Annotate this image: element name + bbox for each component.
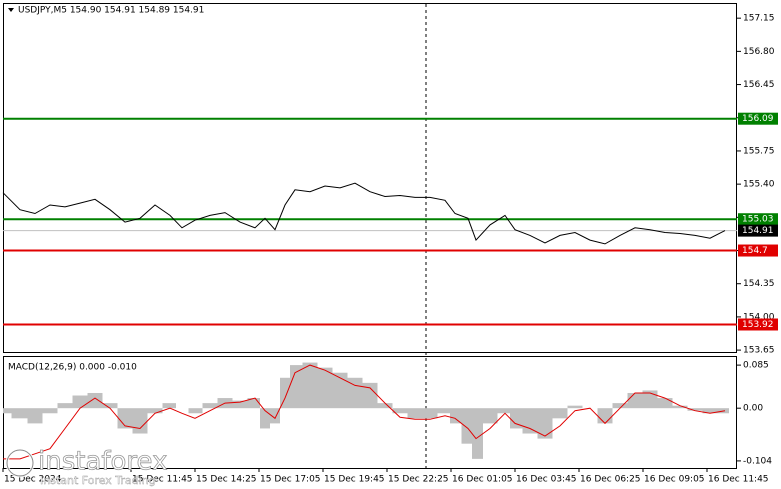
histogram-bar [162,403,176,409]
histogram-bar [188,408,203,414]
histogram-bar [392,408,408,414]
watermark-brand: instaforex [38,447,167,477]
signal-line [3,364,726,460]
x-tick-label: 16 Dec 01:05 [452,475,513,485]
histogram-bar [260,408,270,429]
logo-outline [6,449,34,477]
x-tick-label: 16 Dec 09:05 [644,475,705,485]
x-tick-label: 15 Dec 2024 [4,475,62,485]
histogram-bar [42,408,58,414]
histogram-bar [377,403,393,409]
histogram-bar [72,395,88,409]
x-tick-label: 16 Dec 03:45 [516,475,577,485]
histogram-bar [567,405,583,409]
histogram-bar [672,405,688,409]
y-tick-label: 156.80 [743,47,775,57]
histogram-bar [597,408,613,424]
histogram-bar [11,408,28,419]
histogram-bar [202,403,218,409]
histogram-bar [280,377,290,409]
current-price-box [738,224,778,237]
histogram-bar [437,408,450,414]
watermark-tagline: Instant Forex Trading [40,474,156,487]
x-tick-label: 15 Dec 14:25 [196,475,257,485]
histogram-bar [57,403,73,409]
histogram-bar [450,408,462,424]
price-line [2,182,726,245]
level-label: 156.09 [742,114,774,124]
histogram-bar [642,390,658,409]
x-tick-label: 15 Dec 11:45 [132,475,193,485]
histogram-bar [537,408,553,439]
x-tick-label: 15 Dec 22:25 [388,475,449,485]
histogram-bar [147,408,163,414]
histogram-bar [3,408,12,414]
y-tick-label: 154.35 [743,279,775,289]
histogram-bar [27,408,43,424]
level-label-box [738,213,778,226]
macd-header: MACD(12,26,9) 0.000 -0.010 [8,363,137,373]
level-label-box [738,244,778,257]
x-tick-label: 15 Dec 17:05 [260,475,321,485]
dropdown-icon [8,8,14,12]
histogram-bar [422,408,438,419]
histogram-bar [362,382,378,409]
x-tick-label: 15 Dec 19:45 [324,475,385,485]
histogram-bar [270,408,280,424]
level-label-box [738,112,778,125]
histogram-bar [461,408,472,444]
y-tick-label: 153.65 [743,346,775,356]
histogram-bar [687,408,703,411]
histogram-bar [247,398,260,409]
y-tick-label: 0.00 [743,404,763,414]
histogram-bar [302,362,318,409]
histogram-bar [232,400,248,409]
histogram-bar [657,398,673,409]
current-price-label: 154.91 [742,226,774,236]
histogram-bar [407,408,423,419]
watermark: instaforex Instant Forex Trading [5,446,168,487]
x-tick-label: 16 Dec 11:45 [708,475,769,485]
price-pane [3,3,737,353]
y-tick-label: 155.40 [743,180,775,190]
level-label-box [738,318,778,331]
histogram-bar [497,408,510,414]
histogram-bar [317,367,333,409]
histogram-bar [483,408,498,424]
y-tick-label: 0.085 [743,361,769,371]
y-tick-label: 156.45 [743,80,775,90]
y-tick-label: -0.104 [743,456,772,466]
histogram-bar [472,408,483,459]
histogram-bar [522,408,538,434]
histogram-bar [347,377,363,409]
histogram-bar [702,408,718,414]
histogram-bar [102,403,118,409]
histogram-bar [552,408,568,419]
level-label: 153.92 [742,320,774,330]
histogram-bar [290,365,303,409]
y-tick-label: 155.75 [743,146,775,156]
level-label: 154.7 [742,246,768,256]
histogram-bar [510,408,523,429]
level-label: 155.03 [742,215,774,225]
histogram-bar [87,392,103,409]
histogram-bar [117,408,133,429]
x-tick-label: 16 Dec 06:25 [580,475,641,485]
histogram-bar [132,408,148,434]
y-tick-label: 157.15 [743,14,775,24]
histogram-bar [612,403,628,409]
y-tick-label: 154.00 [743,312,775,322]
histogram-bar [332,372,348,409]
price-header: USDJPY,M5 154.90 154.91 154.89 154.91 [18,6,204,16]
histogram-bar [627,392,643,409]
